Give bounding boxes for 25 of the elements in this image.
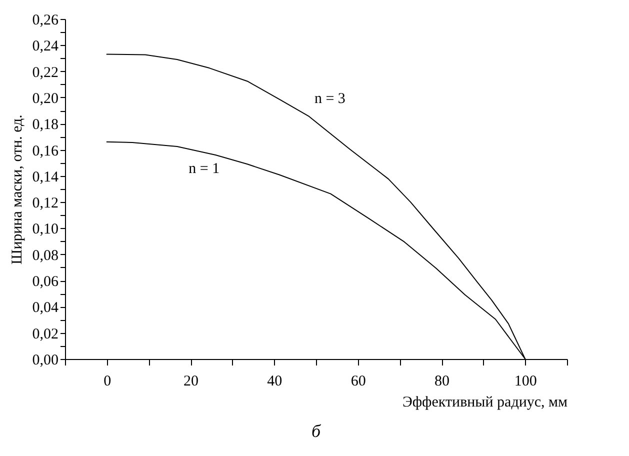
y-tick-label: 0,12 [32,196,58,212]
x-tick-label: 100 [514,374,537,390]
y-tick-label: 0,18 [32,117,58,134]
y-tick-label: 0,24 [32,38,59,55]
text: б [311,421,322,441]
x-tick-label: 80 [434,374,450,390]
x-tick-label: 20 [184,374,198,390]
y-tick-label: 0,02 [32,326,58,342]
y-tick-label: 0,14 [32,169,59,186]
y-tick-label: 0,08 [32,248,58,264]
x-tick-label: 60 [350,374,366,390]
y-tick-label: 0,20 [32,90,58,107]
x-axis-title: Эффективный радиус, мм [402,394,568,410]
annotation: n = 3 [314,91,346,108]
y-tick-label: 0,06 [32,274,59,290]
y-tick-label: 0,16 [32,143,59,160]
x-tick-label: 40 [267,374,282,390]
y-axis-title: Ширина маски, отн. ед. [9,114,26,264]
y-tick-label: 0,10 [32,222,58,238]
y-tick-label: 0,00 [32,352,58,368]
x-tick-label: 0 [104,374,112,390]
y-tick-label: 0,22 [32,64,58,81]
y-tick-label: 0,04 [32,300,59,316]
y-tick-label: 0,26 [32,12,59,28]
annotation: n = 1 [188,161,220,177]
